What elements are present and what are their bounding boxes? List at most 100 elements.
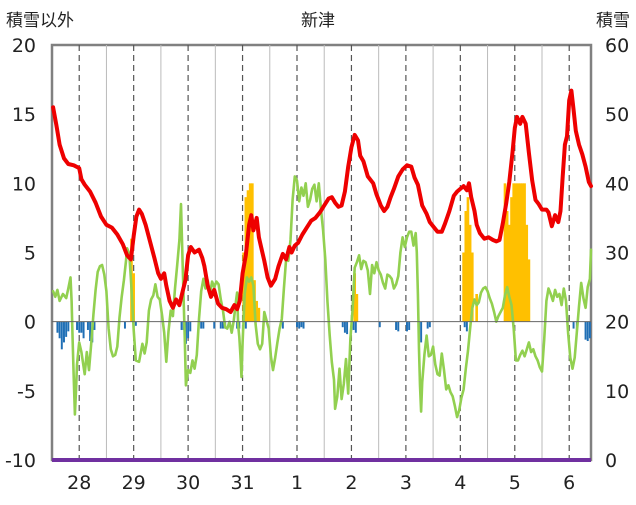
day-tick-label: 4 — [454, 472, 466, 494]
right-axis-label: 積雪 — [596, 11, 630, 31]
precipitation-bar — [354, 321, 357, 333]
precipitation-bar — [428, 321, 431, 328]
precipitation-bar — [134, 321, 137, 326]
precipitation-bar — [213, 321, 216, 329]
precipitation-bar — [184, 321, 187, 344]
precipitation-bar — [86, 321, 89, 330]
snow-bar — [475, 294, 478, 322]
precipitation-bar — [343, 321, 346, 333]
precipitation-bar — [300, 321, 303, 328]
precipitation-bar — [187, 321, 190, 339]
precipitation-bar — [221, 321, 224, 329]
left-tick-label: 20 — [12, 35, 36, 57]
left-tick-label: 15 — [12, 104, 36, 126]
precipitation-bar — [82, 321, 85, 339]
day-tick-label: 29 — [122, 472, 146, 494]
right-tick-label: 50 — [605, 104, 629, 126]
snow-bar — [251, 183, 254, 322]
day-tick-label: 30 — [176, 472, 200, 494]
day-tick-label: 6 — [563, 472, 575, 494]
day-tick-label: 31 — [230, 472, 254, 494]
right-tick-label: 30 — [605, 243, 629, 265]
precipitation-bar — [244, 321, 247, 329]
left-tick-label: -5 — [17, 381, 36, 403]
precipitation-bar — [93, 321, 96, 330]
precipitation-bar — [189, 321, 192, 332]
precipitation-bar — [76, 321, 79, 330]
precipitation-bar — [281, 321, 284, 329]
snow-bar — [508, 224, 511, 322]
left-tick-label: -10 — [5, 450, 36, 472]
precipitation-bar — [463, 321, 466, 328]
snow-bar — [242, 252, 245, 322]
snow-bar — [462, 252, 465, 322]
precipitation-bar — [397, 321, 400, 332]
snow-bar — [246, 190, 250, 322]
snow-bar — [527, 259, 531, 322]
precipitation-bar — [584, 321, 587, 340]
snow-bar — [248, 183, 252, 322]
snow-bar — [514, 183, 518, 322]
right-tick-label: 10 — [605, 381, 629, 403]
precipitation-bar — [65, 321, 68, 337]
snow-bar — [521, 183, 524, 322]
snow-bar — [132, 273, 135, 322]
precipitation-bar — [572, 321, 575, 329]
precipitation-bar — [302, 321, 305, 329]
snow-bar — [257, 307, 261, 322]
snow-bar — [471, 252, 474, 322]
precipitation-bar — [465, 321, 468, 332]
precipitation-bar — [180, 321, 183, 330]
snow-bar — [466, 197, 470, 322]
plot-frame — [50, 43, 593, 462]
right-tick-label: 0 — [605, 450, 617, 472]
snow-bar — [355, 294, 359, 322]
left-tick-label: 0 — [24, 312, 36, 334]
precipitation-bar — [202, 321, 205, 329]
snow-bar — [468, 224, 472, 322]
temperature-line — [51, 88, 593, 314]
secondary-line — [51, 175, 593, 419]
snow-bar — [255, 300, 259, 322]
left-tick-label: 10 — [12, 173, 36, 195]
day-tick-label: 3 — [400, 472, 412, 494]
precipitation-bar — [588, 321, 591, 339]
precipitation-bar — [296, 321, 298, 328]
precipitation-bar — [341, 321, 344, 328]
right-tick-label: 20 — [605, 312, 629, 334]
snow-bar — [503, 183, 507, 322]
right-tick-label: 40 — [605, 173, 629, 195]
precipitation-bar — [426, 321, 429, 329]
precipitation-bar — [219, 321, 222, 329]
left-axis-label: 積雪以外 — [6, 11, 74, 31]
day-tick-label: 1 — [291, 472, 303, 494]
left-tick-label: 5 — [24, 243, 36, 265]
precipitation-bar — [352, 321, 355, 330]
precipitation-bar — [586, 321, 589, 342]
snow-bar — [516, 183, 520, 322]
snow-bar — [464, 211, 468, 322]
precipitation-bar — [62, 321, 65, 343]
precipitation-bar — [67, 321, 70, 332]
precipitation-bar — [200, 321, 203, 329]
precipitation-bar — [395, 321, 398, 330]
precipitation-bar — [58, 321, 61, 339]
precipitation-bar — [56, 321, 59, 333]
precipitation-bar — [78, 321, 81, 333]
snow-bar — [512, 183, 515, 322]
snow-bar — [505, 211, 509, 322]
precipitation-bar — [89, 321, 92, 342]
day-tick-label: 28 — [67, 472, 91, 494]
day-tick-label: 2 — [345, 472, 357, 494]
precipitation-bar — [80, 321, 83, 333]
snow-bar — [525, 224, 529, 322]
precipitation-bar — [405, 321, 408, 332]
chart-title: 新津 — [301, 11, 335, 31]
snow-bar — [510, 197, 513, 322]
precipitation-bar — [123, 321, 126, 329]
precipitation-bar — [408, 321, 411, 330]
precipitation-bar — [420, 321, 423, 343]
snow-bar — [353, 273, 357, 322]
